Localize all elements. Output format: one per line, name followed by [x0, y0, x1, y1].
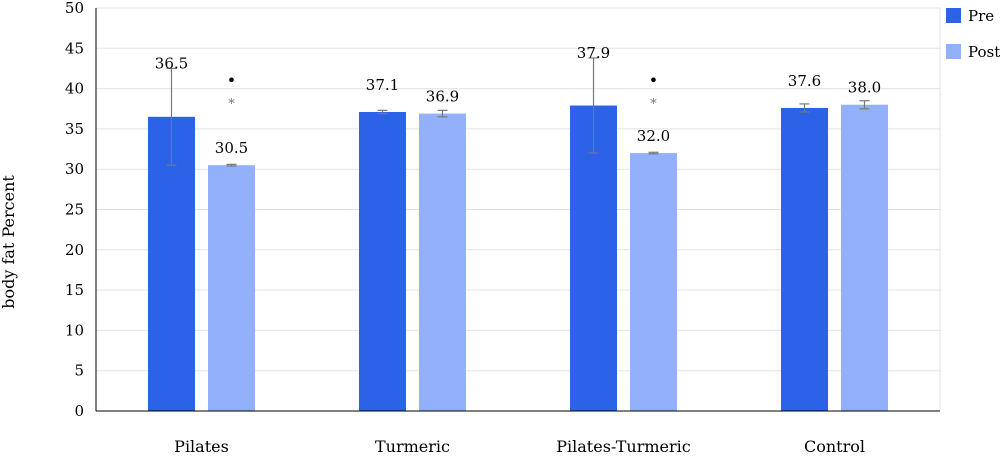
legend-swatch — [946, 44, 961, 59]
bar — [359, 111, 406, 411]
significance-dot: • — [649, 71, 658, 90]
axes: 0 5 10 15 20 25 30 35 40 45 50 Pilates Turmeric Pilat… — [65, 0, 940, 456]
y-tick-label: 5 — [74, 362, 84, 380]
y-tick-label: 45 — [65, 39, 84, 57]
bar — [419, 113, 466, 411]
bar — [148, 116, 195, 411]
bar — [841, 104, 888, 411]
y-tick-label: 15 — [65, 281, 84, 299]
y-tick-label: 50 — [65, 0, 84, 17]
y-axis-title: body fat Percent — [0, 175, 18, 309]
y-tick-label: 25 — [65, 201, 84, 219]
data-label: 36.5 — [155, 54, 188, 72]
legend-swatch — [946, 8, 961, 23]
x-tick-label: Control — [804, 437, 865, 456]
x-tick-label: Pilates — [174, 437, 229, 456]
y-tick-label: 40 — [65, 80, 84, 98]
data-label: 32.0 — [637, 127, 670, 145]
significance-star: * — [650, 97, 657, 112]
data-label: 37.6 — [788, 72, 821, 90]
y-tick-label: 35 — [65, 120, 84, 138]
y-tick-label: 0 — [74, 402, 84, 420]
significance-dot: • — [227, 71, 236, 90]
y-tick-label: 10 — [65, 321, 84, 339]
significance-star: * — [228, 97, 235, 112]
data-label: 37.9 — [577, 44, 610, 62]
x-tick-label: Pilates-Turmeric — [556, 437, 691, 456]
data-label: 38.0 — [848, 79, 881, 97]
legend-label: Pre — [968, 7, 994, 25]
bar — [570, 105, 617, 411]
bar — [781, 107, 828, 411]
y-tick-label: 20 — [65, 241, 84, 259]
x-tick-label: Turmeric — [375, 437, 450, 456]
labels: 36.5 30.5 37.1 36.9 37.9 32.0 37.6 38.0 • * • * — [155, 44, 881, 157]
bar — [208, 165, 255, 411]
legend: Pre Post — [946, 7, 1000, 61]
legend-label: Post — [968, 43, 1000, 61]
data-label: 37.1 — [366, 76, 399, 94]
y-tick-label: 30 — [65, 160, 84, 178]
bar — [630, 153, 677, 411]
data-label: 36.9 — [426, 88, 459, 106]
data-label: 30.5 — [215, 139, 248, 157]
bars — [148, 57, 888, 411]
